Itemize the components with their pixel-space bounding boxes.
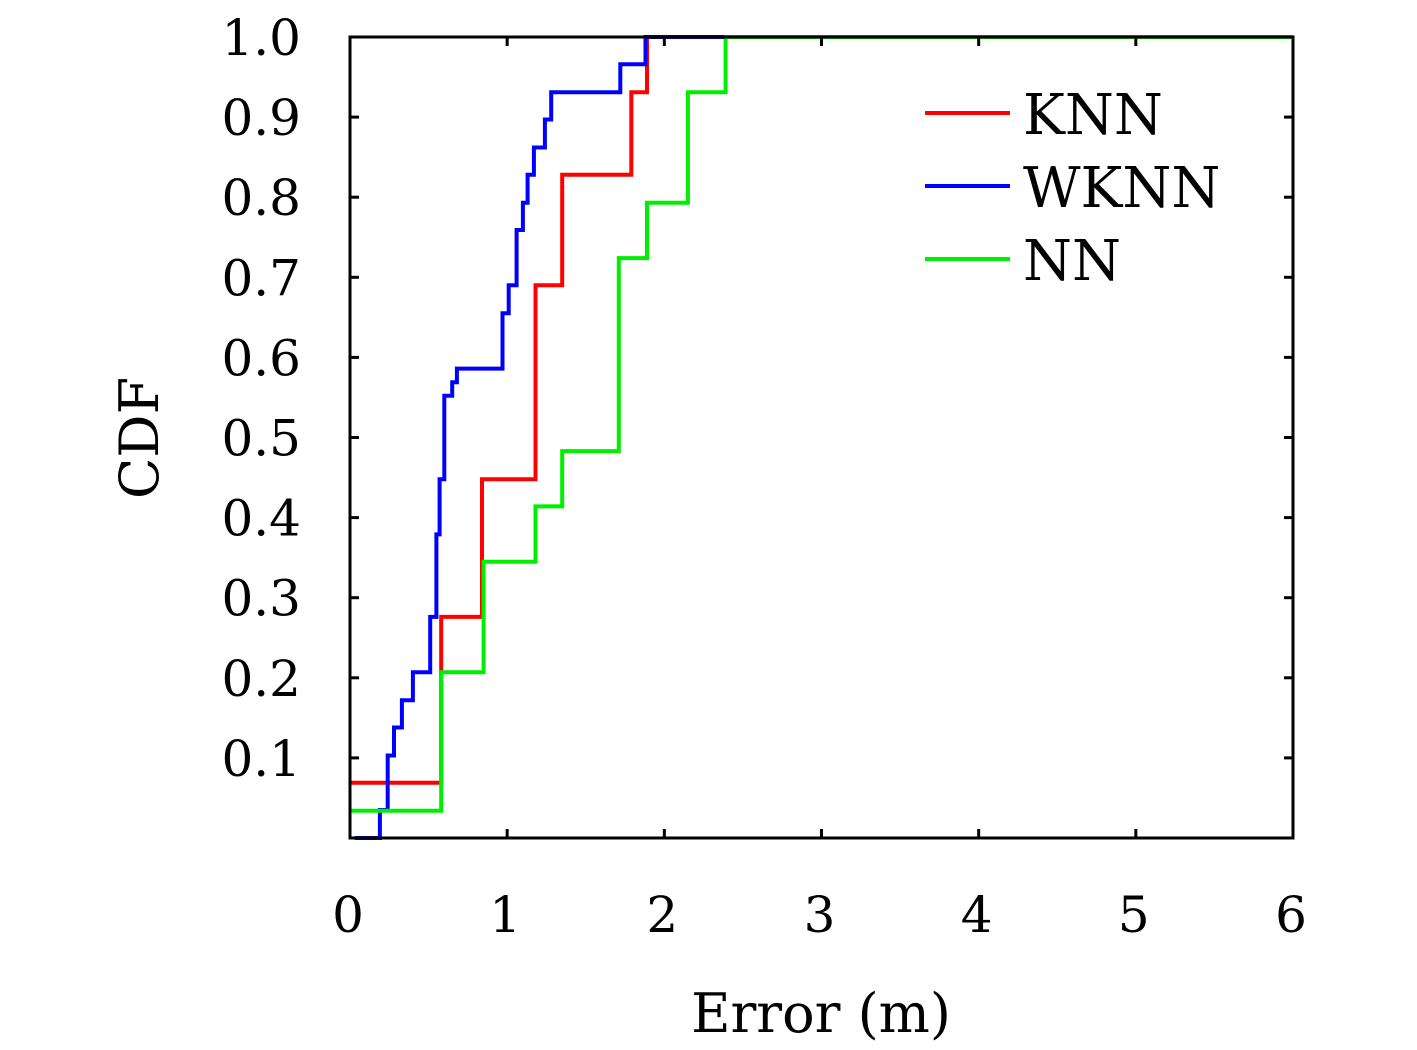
y-tick-label: 0.9: [221, 89, 301, 147]
y-tick-label: 0.2: [221, 650, 301, 708]
x-tick-label: 6: [1275, 886, 1307, 944]
x-tick-label: 5: [1118, 886, 1150, 944]
legend-label-wknn: WKNN: [1023, 156, 1220, 221]
legend-label-knn: KNN: [1023, 83, 1163, 148]
x-tick-label: 0: [332, 886, 364, 944]
y-tick-label: 0.6: [221, 329, 301, 387]
y-tick-label: 0.7: [221, 249, 301, 307]
series-line-knn: [350, 35, 1293, 785]
series-layer: [350, 35, 1293, 840]
y-tick-label: 0.3: [221, 570, 301, 628]
series-line-nn: [350, 35, 1293, 813]
y-tick-label: 0.8: [221, 169, 301, 227]
legend: KNN WKNN NN: [925, 83, 1220, 294]
x-tick-label: 2: [646, 886, 678, 944]
x-tick-label: 1: [489, 886, 521, 944]
y-tick-label: 0.5: [221, 410, 301, 468]
x-axis-title: Error (m): [691, 982, 951, 1045]
legend-label-nn: NN: [1023, 229, 1121, 294]
tick-layer: 0 1 2 3 4 5 6 0.1 0.2 0.3 0.4 0.5 0.6 0.7 0.8 0.9 1.0: [221, 9, 1306, 944]
y-tick-label: 1.0: [221, 9, 301, 67]
series-line-wknn: [354, 35, 1293, 840]
x-tick-label: 4: [961, 886, 993, 944]
y-tick-label: 0.1: [221, 730, 301, 788]
x-tick-label: 3: [804, 886, 836, 944]
y-axis-title: CDF: [108, 377, 171, 499]
y-tick-label: 0.4: [221, 490, 301, 548]
